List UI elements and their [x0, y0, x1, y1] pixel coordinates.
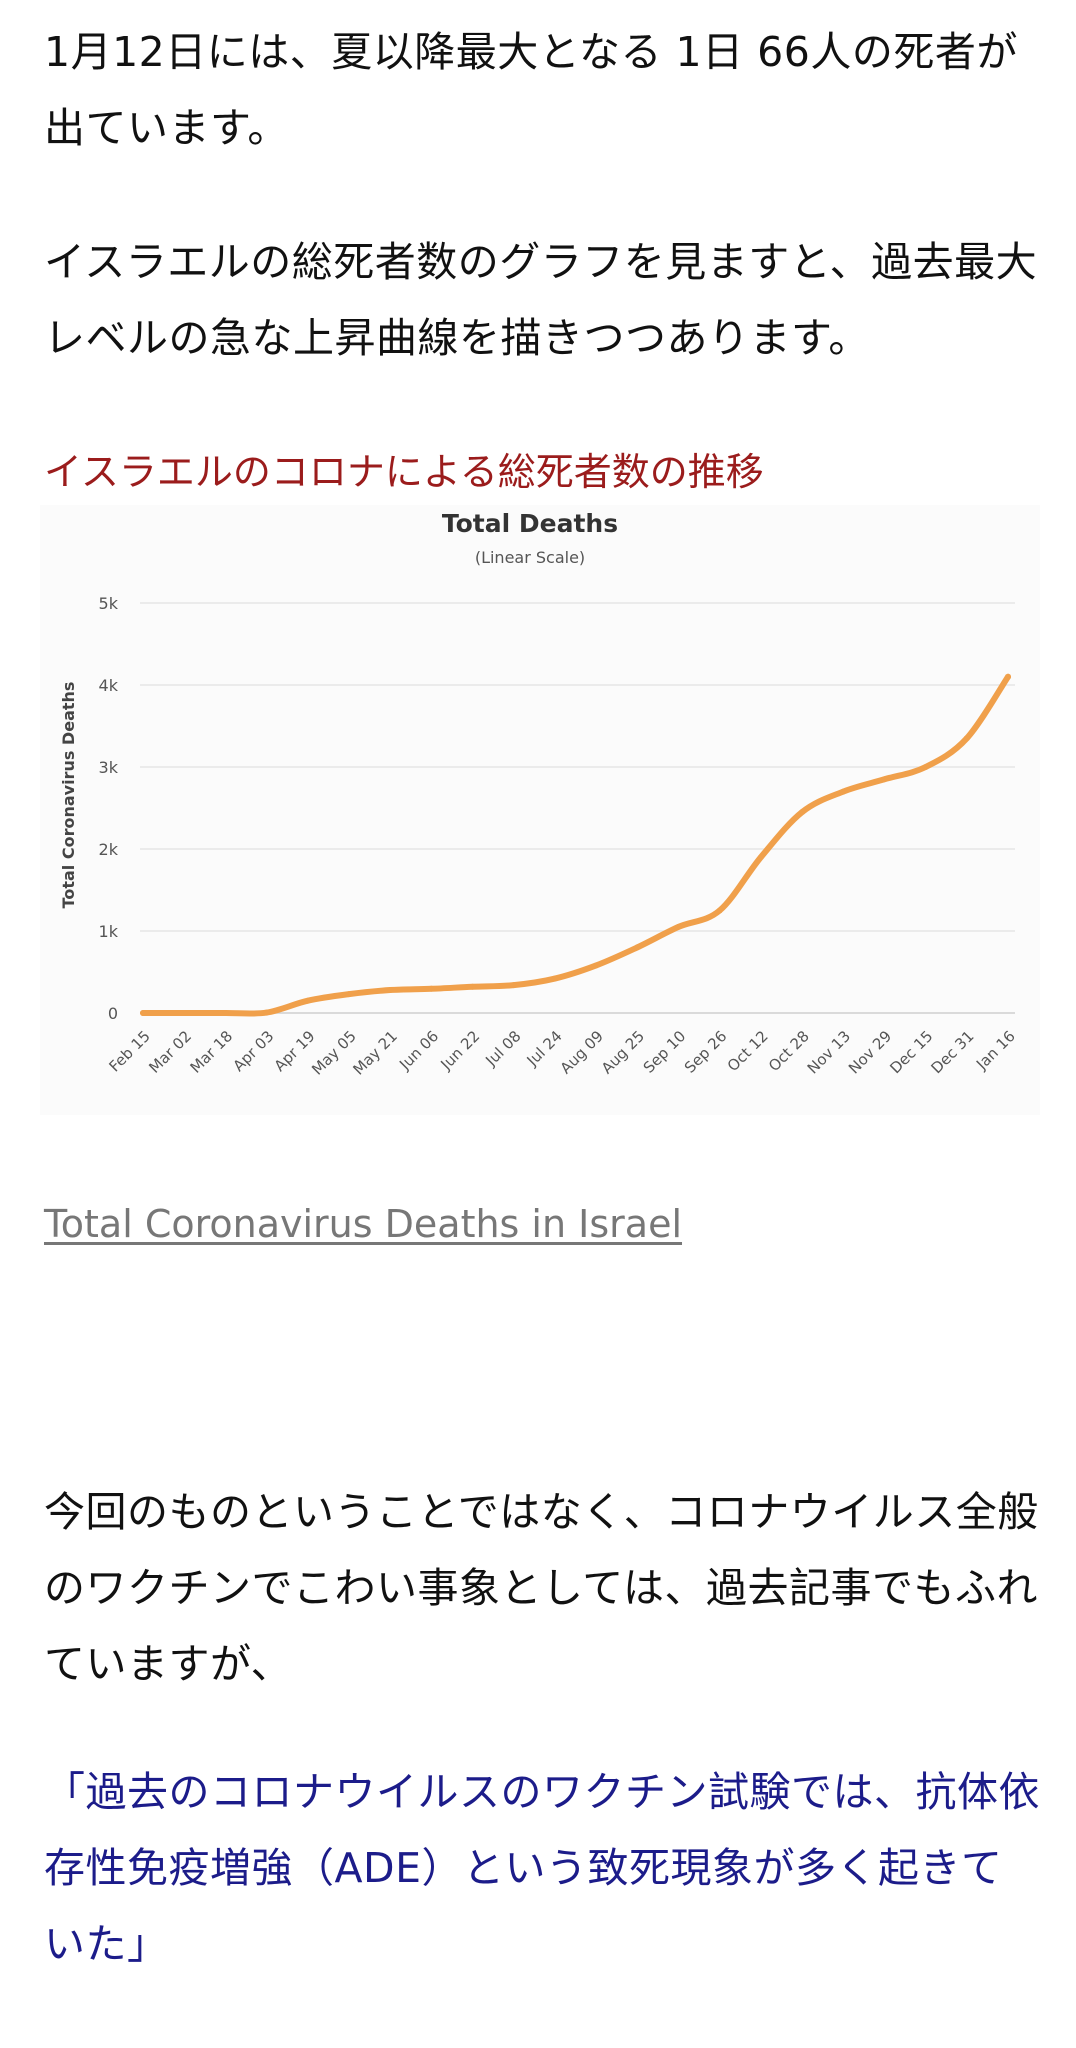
x-tick-label: Sep 26 [681, 1027, 731, 1077]
data-point [1005, 673, 1011, 680]
source-link[interactable]: Total Coronavirus Deaths in Israel [44, 1202, 683, 1246]
x-tick-label: Mar 18 [187, 1027, 237, 1077]
x-tick-label: Apr 03 [229, 1027, 277, 1075]
series-line [140, 673, 1011, 1017]
x-tick-label: Mar 02 [145, 1027, 195, 1077]
data-point [345, 991, 352, 998]
data-point [181, 1010, 188, 1016]
y-tick-labels: 0 1k 2k 3k 4k 5k [99, 594, 119, 1023]
y-tick-label: 2k [99, 840, 119, 859]
y-tick-label: 3k [99, 758, 119, 777]
data-point [510, 982, 517, 989]
data-point [675, 923, 682, 930]
y-tick-label: 5k [99, 594, 119, 613]
data-point [222, 1010, 229, 1016]
paragraph-deaths-jan12: 1月12日には、夏以降最大となる 1日 66人の死者が出ています。 [44, 28, 1018, 152]
data-point [469, 983, 476, 990]
x-tick-label: Nov 29 [845, 1027, 895, 1077]
data-point [263, 1009, 270, 1016]
total-deaths-chart: Total Deaths (Linear Scale) Total Corona… [40, 505, 1040, 1115]
y-axis-label: Total Coronavirus Deaths [59, 682, 78, 909]
data-point [387, 987, 394, 994]
paragraph-vaccine-concerns: 今回のものということではなく、コロナウイルス全般のワクチンでこわい事象としては、… [44, 1488, 1039, 1688]
data-point [840, 788, 847, 795]
data-point [140, 1010, 146, 1016]
data-point [757, 854, 764, 861]
chart-svg: Total Deaths (Linear Scale) Total Corona… [59, 509, 1019, 1079]
data-point [593, 962, 600, 969]
paragraph-total-deaths-graph: イスラエルの総死者数のグラフを見ますと、過去最大レベルの急な上昇曲線を描きつつあ… [44, 238, 1038, 362]
y-tick-label: 0 [108, 1004, 118, 1023]
x-tick-label: Sep 10 [640, 1027, 690, 1077]
data-point [716, 907, 723, 914]
data-point [922, 764, 929, 770]
x-tick-label: May 05 [308, 1027, 360, 1079]
data-point [428, 985, 435, 992]
data-point [551, 975, 558, 982]
data-point [799, 809, 806, 816]
x-tick-label: Aug 25 [598, 1027, 648, 1077]
data-point [881, 776, 888, 783]
x-tick-label: Dec 31 [928, 1027, 978, 1077]
y-tick-label: 1k [99, 922, 119, 941]
chart-subtitle: (Linear Scale) [475, 548, 585, 567]
x-tick-label: Jul 08 [481, 1027, 524, 1070]
x-tick-label: Nov 13 [804, 1027, 854, 1077]
x-tick-label: Jun 06 [395, 1027, 442, 1074]
data-point [634, 944, 641, 951]
series-layer [140, 673, 1011, 1017]
data-point [304, 997, 311, 1004]
x-tick-label: Dec 15 [886, 1027, 936, 1077]
data-point [963, 735, 970, 742]
grid-lines [140, 602, 1015, 1014]
x-tick-label: May 21 [349, 1027, 401, 1079]
quote-ade: 「過去のコロナウイルスのワクチン試験では、抗体依存性免疫増強（ADE）という致死… [44, 1768, 1040, 1968]
y-tick-label: 4k [99, 676, 119, 695]
chart-heading: イスラエルのコロナによる総死者数の推移 [44, 450, 764, 494]
x-tick-label: Jun 22 [436, 1027, 483, 1074]
chart-title: Total Deaths [442, 509, 618, 538]
x-tick-label: Oct 12 [724, 1027, 772, 1075]
x-tick-label: Aug 09 [557, 1027, 607, 1077]
x-tick-label: Jan 16 [972, 1027, 1019, 1074]
x-tick-label: Feb 15 [105, 1027, 153, 1075]
